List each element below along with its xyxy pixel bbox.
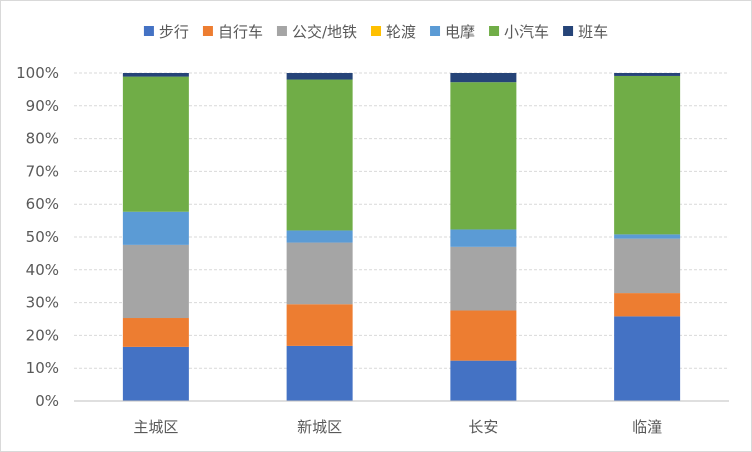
y-tick-label: 0% bbox=[35, 392, 59, 410]
bar-segment bbox=[614, 73, 681, 76]
bar-segment bbox=[122, 318, 189, 347]
x-tick-label: 临潼 bbox=[632, 418, 662, 436]
legend-swatch bbox=[202, 26, 213, 36]
y-tick-label: 60% bbox=[26, 195, 59, 213]
bar-segment bbox=[122, 73, 189, 77]
bar-segment bbox=[450, 82, 517, 230]
legend-label: 轮渡 bbox=[386, 23, 416, 41]
bar-segment bbox=[614, 316, 681, 401]
legend-item: 轮渡 bbox=[371, 23, 416, 41]
y-tick-label: 30% bbox=[26, 294, 59, 312]
legend-swatch bbox=[143, 26, 154, 36]
x-tick-label: 主城区 bbox=[133, 418, 178, 436]
legend-label: 班车 bbox=[578, 23, 608, 41]
bar-segment bbox=[286, 73, 353, 80]
bar-segment bbox=[450, 73, 517, 83]
y-tick-label: 50% bbox=[26, 228, 59, 246]
bar-segment bbox=[122, 211, 189, 245]
y-tick-label: 100% bbox=[16, 64, 59, 82]
bar-segment bbox=[614, 75, 681, 235]
legend-swatch bbox=[430, 26, 441, 36]
bar-segment bbox=[122, 76, 189, 212]
bar-segment bbox=[450, 360, 517, 401]
bar-segment bbox=[614, 238, 681, 294]
legend-label: 自行车 bbox=[218, 23, 263, 41]
axes: 0% 10% 20% 30% 40% 50% 60% 70% 80% 90% 100% 主城区 新城区 长… bbox=[16, 64, 729, 436]
bar-segment bbox=[614, 293, 681, 317]
y-tick-label: 10% bbox=[26, 359, 59, 377]
bar-segment bbox=[286, 304, 353, 346]
x-tick-label: 长安 bbox=[468, 418, 498, 436]
legend-item: 公交/地铁 bbox=[276, 23, 357, 41]
bar-segment bbox=[450, 310, 517, 361]
legend-label: 公交/地铁 bbox=[292, 23, 357, 41]
legend-label: 步行 bbox=[159, 23, 189, 41]
y-tick-label: 80% bbox=[26, 130, 59, 148]
legend-item: 自行车 bbox=[202, 23, 263, 41]
legend-item: 步行 bbox=[143, 23, 189, 41]
bars bbox=[122, 73, 681, 401]
y-tick-label: 90% bbox=[26, 97, 59, 115]
legend-label: 小汽车 bbox=[504, 23, 549, 41]
bar-segment bbox=[286, 230, 353, 243]
x-tick-label: 新城区 bbox=[297, 418, 342, 436]
legend-label: 电摩 bbox=[445, 23, 475, 41]
legend-swatch bbox=[563, 26, 574, 36]
legend-item: 小汽车 bbox=[489, 23, 549, 41]
legend-item: 电摩 bbox=[430, 23, 475, 41]
bar-segment bbox=[122, 244, 189, 319]
bar-segment bbox=[450, 229, 517, 247]
bar-segment bbox=[286, 345, 353, 401]
bar-segment bbox=[286, 242, 353, 305]
legend-swatch bbox=[489, 26, 500, 36]
legend-item: 班车 bbox=[563, 23, 608, 41]
y-tick-label: 70% bbox=[26, 162, 59, 180]
bar-segment bbox=[286, 79, 353, 231]
bar-segment bbox=[450, 246, 517, 311]
y-tick-label: 40% bbox=[26, 261, 59, 279]
legend-swatch bbox=[276, 26, 287, 36]
y-tick-label: 20% bbox=[26, 326, 59, 344]
bar-segment bbox=[614, 234, 681, 239]
bar-segment bbox=[122, 346, 189, 401]
legend: 步行 自行车 公交/地铁 轮渡 电摩 小汽车 班车 bbox=[143, 23, 608, 41]
legend-swatch bbox=[371, 26, 382, 36]
